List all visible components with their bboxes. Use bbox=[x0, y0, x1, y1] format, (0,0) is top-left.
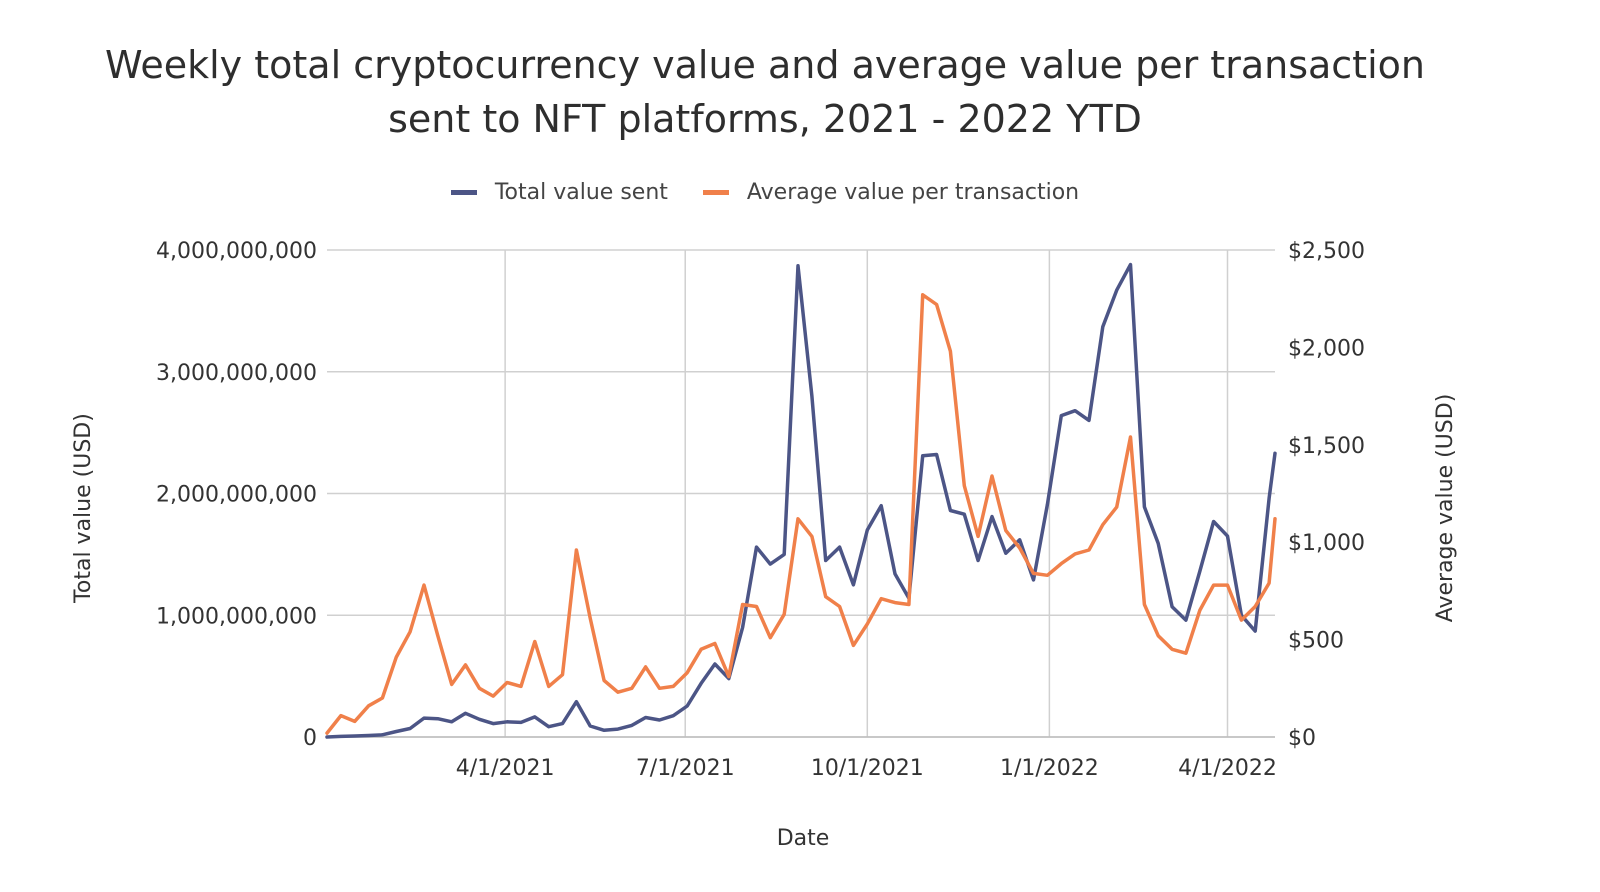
x-tick-label: 1/1/2022 bbox=[1000, 756, 1099, 781]
series-line-total-value-sent bbox=[325, 262, 1277, 739]
x-tick-label: 10/1/2021 bbox=[811, 756, 924, 781]
right-tick-label: $500 bbox=[1288, 629, 1344, 654]
left-tick-label: 0 bbox=[303, 726, 317, 751]
right-axis-label: Average value (USD) bbox=[1433, 394, 1458, 623]
chart-grid bbox=[327, 249, 1275, 738]
left-axis-label: Total value (USD) bbox=[71, 413, 96, 604]
left-tick-label: 3,000,000,000 bbox=[156, 361, 317, 386]
chart-title: Weekly total cryptocurrency value and av… bbox=[0, 38, 1530, 146]
left-tick-label: 4,000,000,000 bbox=[156, 239, 317, 264]
right-tick-label: $1,500 bbox=[1288, 434, 1365, 459]
chart-title-line-1: Weekly total cryptocurrency value and av… bbox=[105, 43, 1425, 87]
left-axis-ticks: 0 1,000,000,000 2,000,000,000 3,000,000,000… bbox=[156, 239, 317, 751]
chart-series-lines bbox=[325, 262, 1277, 739]
legend-swatch-total-value-sent bbox=[450, 190, 477, 195]
legend-label-total-value-sent: Total value sent bbox=[494, 180, 668, 205]
series-line-average-value bbox=[325, 293, 1277, 735]
right-tick-label: $2,000 bbox=[1288, 336, 1365, 361]
left-tick-label: 1,000,000,000 bbox=[156, 604, 317, 629]
legend-label-average-value: Average value per transaction bbox=[746, 180, 1080, 205]
right-tick-label: $1,000 bbox=[1288, 531, 1365, 556]
right-axis-ticks: $0 $500 $1,000 $1,500 $2,000 $2,500 bbox=[1288, 239, 1365, 751]
x-tick-label: 4/1/2021 bbox=[456, 756, 555, 781]
x-axis-ticks: 4/1/2021 7/1/2021 10/1/2021 1/1/2022 4/1/202… bbox=[456, 756, 1277, 781]
legend-swatch-average-value bbox=[702, 190, 729, 195]
x-tick-label: 7/1/2021 bbox=[636, 756, 735, 781]
legend-item-total-value-sent: Total value sent bbox=[450, 180, 668, 205]
chart-title-line-2: sent to NFT platforms, 2021 - 2022 YTD bbox=[388, 97, 1142, 141]
x-axis-label: Date bbox=[777, 826, 830, 851]
x-tick-label: 4/1/2022 bbox=[1178, 756, 1277, 781]
left-tick-label: 2,000,000,000 bbox=[156, 483, 317, 508]
legend-item-average-value: Average value per transaction bbox=[702, 180, 1080, 205]
chart-legend: Total value sent Average value per trans… bbox=[0, 176, 1530, 205]
right-tick-label: $0 bbox=[1288, 726, 1316, 751]
right-tick-label: $2,500 bbox=[1288, 239, 1365, 264]
